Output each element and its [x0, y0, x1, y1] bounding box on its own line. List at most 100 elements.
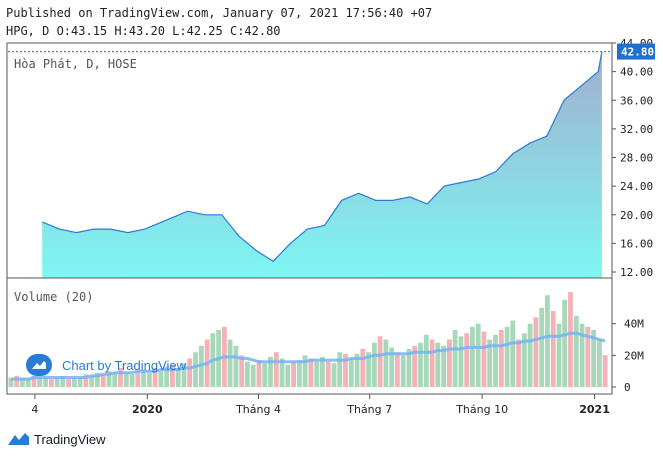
volume-bar: [181, 363, 187, 388]
volume-bar: [175, 368, 181, 387]
volume-bar: [48, 379, 54, 387]
volume-bar: [423, 334, 429, 388]
volume-bar: [337, 352, 343, 387]
volume-bar: [95, 372, 100, 388]
volume-bar: [123, 372, 129, 388]
volume-bar: [539, 307, 545, 387]
volume-bar: [366, 352, 371, 387]
chart-title: Hòa Phát, D, HOSE: [14, 57, 137, 71]
time-axis[interactable]: 4 2020 Tháng 4 Tháng 7 Tháng 10 2021: [31, 394, 610, 416]
volume-bar: [556, 323, 562, 387]
volume-bar: [297, 360, 302, 387]
last-price-badge-bg: [617, 43, 655, 60]
volume-bar: [8, 377, 14, 387]
price-tick-label: 12.00: [620, 266, 653, 279]
footer-brand-text: TradingView: [34, 431, 106, 447]
volume-bar: [227, 339, 233, 387]
tradingview-cloud-icon: [26, 354, 52, 376]
volume-bar: [314, 361, 320, 387]
volume-bar: [533, 317, 539, 387]
volume-bar: [545, 295, 550, 387]
volume-bar: [170, 364, 175, 387]
volume-bar: [164, 366, 170, 387]
volume-bar: [585, 326, 591, 387]
volume-ma-layer: [10, 331, 606, 381]
volume-bar: [498, 330, 504, 387]
volume-bar: [187, 358, 193, 387]
volume-bar: [383, 339, 389, 387]
volume-ma-line: [10, 331, 606, 381]
volume-bar: [481, 331, 487, 387]
volume-bar: [233, 345, 239, 387]
volume-bar: [54, 377, 60, 387]
volume-bar: [435, 342, 441, 387]
volume-bar: [504, 326, 510, 387]
volume-bar: [360, 349, 366, 387]
volume-bar: [406, 349, 412, 387]
volume-bar: [464, 333, 470, 387]
last-price-value: 42.80: [621, 46, 654, 59]
volume-bar: [129, 374, 135, 387]
volume-bar: [441, 345, 446, 387]
volume-bar: [331, 363, 337, 388]
volume-bar: [550, 311, 556, 387]
volume-label: Volume (20): [14, 290, 93, 304]
volume-bar: [510, 320, 516, 387]
time-tick-label: Tháng 10: [455, 403, 508, 416]
price-tick-label: 28.00: [620, 152, 653, 165]
volume-bar: [354, 353, 360, 388]
volume-axis[interactable]: 0 20M 40M: [612, 318, 644, 394]
volume-bar: [239, 355, 245, 387]
volume-bar: [325, 361, 331, 387]
volume-bar: [72, 377, 77, 387]
volume-bar: [83, 374, 89, 387]
time-tick-label: 4: [31, 403, 38, 416]
volume-bar: [516, 339, 521, 387]
volume-bar: [268, 356, 273, 387]
price-pane[interactable]: [8, 51, 612, 278]
volume-bar: [100, 374, 106, 387]
volume-bar: [141, 369, 146, 387]
volume-bar: [14, 375, 20, 387]
volume-bar: [250, 364, 256, 387]
price-line: [41, 51, 603, 263]
chart-by-tradingview-watermark[interactable]: Chart by TradingView: [26, 354, 186, 376]
volume-bar: [60, 375, 66, 387]
volume-bar: [89, 375, 95, 387]
volume-bar: [562, 299, 568, 387]
published-line: Published on TradingView.com, January 07…: [6, 6, 433, 20]
volume-bar: [152, 368, 158, 387]
price-tick-label: 16.00: [620, 237, 653, 250]
volume-bar: [285, 364, 291, 387]
tradingview-logo-icon: [8, 433, 29, 445]
volume-bar: [470, 326, 475, 387]
volume-bar: [475, 323, 481, 387]
last-price-badge: 42.80: [617, 43, 655, 60]
volume-bar: [429, 339, 435, 387]
volume-tick-label: 20M: [624, 349, 644, 362]
volume-bar: [395, 352, 400, 387]
volume-bar: [343, 353, 348, 388]
volume-bar: [273, 352, 279, 387]
volume-bar: [389, 347, 395, 387]
volume-bar: [31, 375, 37, 387]
price-axis[interactable]: 12.00 16.00 20.00 24.00 28.00 32.00 36.00 40.00…: [612, 37, 653, 279]
pane-borders: [6, 42, 613, 395]
volume-bar: [112, 372, 118, 388]
volume-bar: [597, 339, 602, 387]
volume-bar: [400, 355, 406, 387]
volume-bar: [591, 330, 596, 387]
volume-bar: [198, 345, 204, 387]
volume-bar: [256, 360, 262, 387]
time-tick-label: Tháng 4: [235, 403, 281, 416]
volume-bar: [147, 372, 152, 388]
volume-bar: [579, 323, 585, 387]
volume-bar: [135, 371, 141, 387]
price-area: [42, 51, 602, 278]
footer-brand[interactable]: TradingView: [6, 428, 106, 450]
volume-bar: [245, 361, 250, 387]
volume-bar: [106, 371, 112, 387]
volume-bar: [77, 377, 83, 387]
volume-bar: [522, 333, 527, 387]
